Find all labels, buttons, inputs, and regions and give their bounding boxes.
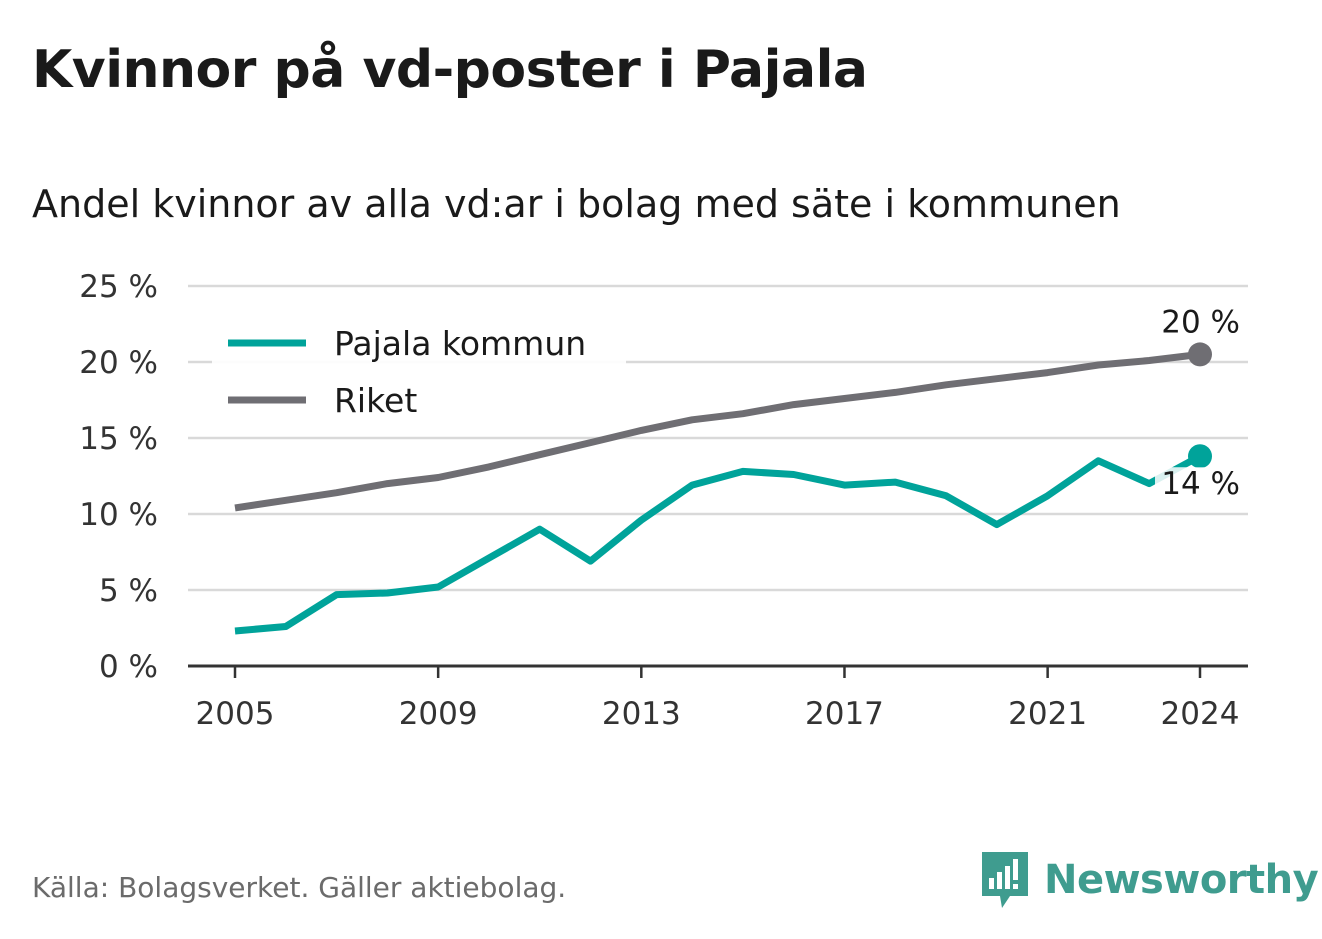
end-label-riket: 20 %	[1161, 304, 1240, 340]
end-label-background	[1155, 467, 1241, 504]
chart-subtitle: Andel kvinnor av alla vd:ar i bolag med …	[32, 182, 1121, 226]
newsworthy-logo-icon	[982, 852, 1028, 908]
x-axis-ticks: 2005 2009 2013 2017 2021 2024	[196, 666, 1240, 732]
end-labels: 20 % 14 %	[1155, 304, 1241, 504]
y-axis-ticks: 0 % 5 % 10 % 15 % 20 % 25 %	[79, 269, 158, 685]
x-tick-label: 2013	[602, 696, 681, 732]
y-tick-label: 25 %	[79, 269, 158, 305]
end-label-pajala: 14 %	[1161, 466, 1240, 502]
series-line-pajala	[234, 453, 1202, 635]
source-note: Källa: Bolagsverket. Gäller aktiebolag.	[32, 871, 567, 904]
legend-label-pajala: Pajala kommun	[334, 324, 586, 363]
x-tick-label: 2021	[1008, 696, 1087, 732]
series-line-riket	[234, 350, 1201, 512]
x-tick-label: 2024	[1161, 696, 1240, 732]
y-tick-label: 15 %	[79, 421, 158, 457]
end-point-marker	[1188, 444, 1212, 469]
end-point-marker	[1188, 342, 1212, 367]
y-tick-label: 0 %	[99, 649, 158, 685]
x-tick-label: 2009	[399, 696, 478, 732]
legend: Pajala kommun Riket	[212, 318, 626, 436]
brand-logo: Newsworthy	[980, 850, 1319, 910]
chart-title: Kvinnor på vd-poster i Pajala	[32, 40, 868, 100]
x-tick-label: 2017	[805, 696, 884, 732]
legend-label-riket: Riket	[334, 381, 417, 420]
y-tick-label: 20 %	[79, 345, 158, 381]
y-tick-label: 5 %	[99, 573, 158, 609]
line-chart: 0 %5 %10 %15 %20 %25 % 2005 2009 2013 2017 2…	[79, 269, 1248, 732]
series-lines	[234, 342, 1212, 635]
brand-name: Newsworthy	[1044, 857, 1319, 903]
y-tick-label: 10 %	[79, 497, 158, 533]
x-tick-label: 2005	[196, 696, 275, 732]
legend-background	[212, 318, 626, 436]
